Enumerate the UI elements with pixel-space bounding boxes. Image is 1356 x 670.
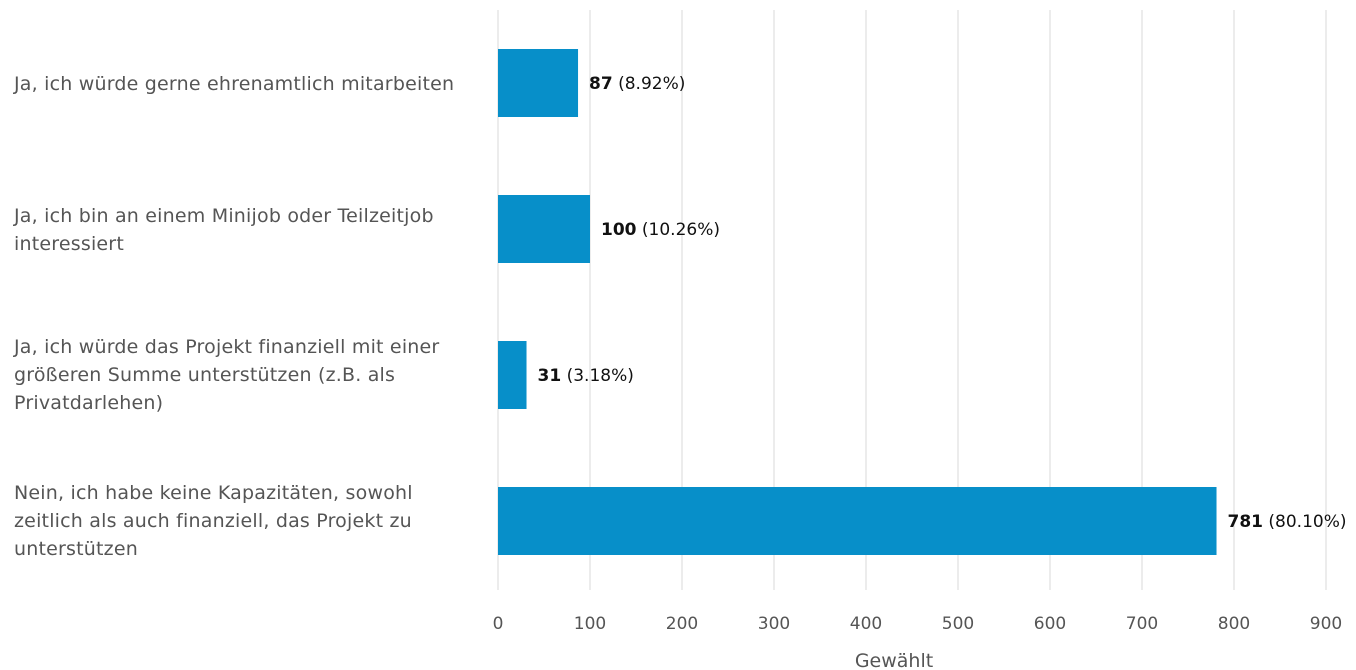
data-label: 100 (10.26%)	[601, 220, 720, 240]
data-label-percent: (3.18%)	[561, 366, 634, 386]
bar	[498, 341, 527, 409]
bars	[498, 49, 1217, 555]
category-label-minijob: Ja, ich bin an einem Minijob oder Teilze…	[14, 205, 434, 255]
x-tick-label: 100	[574, 614, 606, 634]
x-tick-label: 400	[850, 614, 882, 634]
data-label-percent: (10.26%)	[637, 220, 721, 240]
x-tick-label: 700	[1126, 614, 1158, 634]
data-label: 87 (8.92%)	[589, 74, 685, 94]
category-label-financial: Ja, ich würde das Projekt finanziell mit…	[14, 336, 440, 414]
x-tick-label: 800	[1218, 614, 1250, 634]
x-tick-label: 200	[666, 614, 698, 634]
x-tick-label: 300	[758, 614, 790, 634]
value-labels: 87 (8.92%) 100 (10.26%) 31 (3.18%) 781 (80.…	[538, 74, 1347, 532]
data-label-count: 31	[538, 366, 562, 386]
data-label-percent: (8.92%)	[613, 74, 686, 94]
data-label: 31 (3.18%)	[538, 366, 634, 386]
data-label-count: 87	[589, 74, 613, 94]
x-tick-label: 500	[942, 614, 974, 634]
x-tick-label: 900	[1310, 614, 1342, 634]
data-label-percent: (80.10%)	[1263, 512, 1347, 532]
category-label-no-capacity: Nein, ich habe keine Kapazitäten, sowohl…	[14, 482, 413, 560]
bar	[498, 487, 1217, 555]
data-label-count: 100	[601, 220, 637, 240]
bar	[498, 195, 590, 263]
bar	[498, 49, 579, 117]
x-tick-label: 600	[1034, 614, 1066, 634]
category-label-volunteer: Ja, ich würde gerne ehrenamtlich mitarbe…	[14, 73, 455, 95]
data-label: 781 (80.10%)	[1228, 512, 1347, 532]
data-label-count: 781	[1228, 512, 1264, 532]
x-tick-label: 0	[493, 614, 504, 634]
x-axis-ticks: 0 100 200 300 400 500 600 700 800 900	[493, 614, 1343, 634]
x-axis-title: Gewählt	[855, 650, 933, 670]
